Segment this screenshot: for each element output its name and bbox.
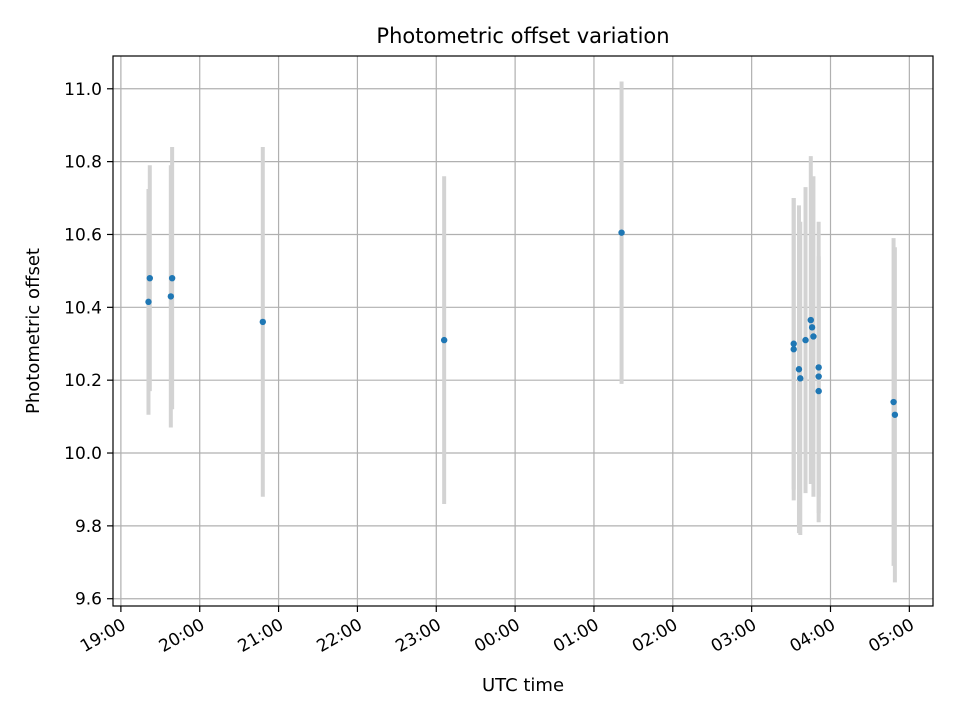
data-point — [891, 411, 899, 418]
plot-frame — [112, 55, 934, 607]
data-point — [145, 298, 152, 306]
data-point — [790, 340, 797, 347]
data-point — [810, 333, 817, 340]
data-point — [167, 293, 175, 300]
data-point — [802, 336, 809, 344]
data-point — [618, 229, 625, 236]
data-point — [259, 318, 267, 326]
data-point — [795, 366, 803, 373]
y-tick-label: 10.8 — [64, 153, 102, 173]
data-point — [807, 316, 814, 324]
data-point — [790, 346, 797, 353]
y-tick-label: 10.4 — [64, 298, 102, 318]
data-point — [797, 375, 804, 382]
data-point — [815, 364, 822, 371]
y-tick-label: 10.0 — [64, 444, 102, 464]
data-point — [168, 274, 176, 282]
data-point — [146, 274, 153, 282]
data-point — [808, 324, 816, 331]
chart-title: Photometric offset variation — [376, 24, 669, 48]
data-point — [815, 387, 822, 395]
y-tick-label: 10.2 — [64, 371, 102, 391]
y-axis-ticks: 9.6 9.8 10.0 10.2 10.4 10.6 10.8 11.0 — [64, 80, 113, 610]
grid — [113, 56, 933, 606]
y-tick-label: 9.6 — [75, 590, 102, 610]
x-axis-label: UTC time — [482, 675, 564, 696]
markers — [145, 229, 899, 418]
y-tick-label: 10.6 — [64, 225, 102, 245]
data-point — [440, 336, 448, 344]
y-tick-label: 11.0 — [64, 80, 102, 100]
data-point — [890, 398, 897, 406]
y-axis-label: Photometric offset — [23, 248, 44, 414]
y-tick-label: 9.8 — [75, 517, 102, 537]
data-point — [815, 373, 822, 380]
